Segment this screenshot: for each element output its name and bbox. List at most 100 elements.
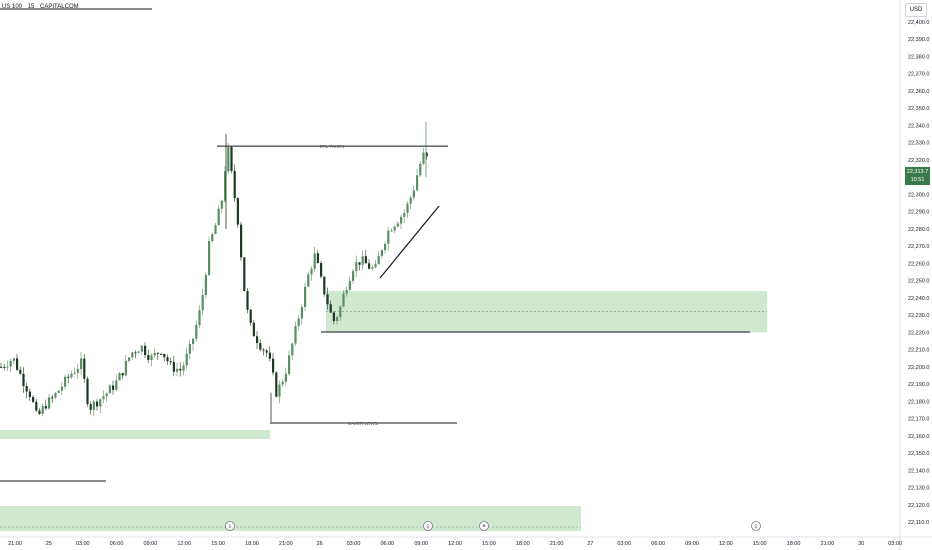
candle-body xyxy=(256,336,259,344)
candle-body xyxy=(179,368,182,371)
candle-body xyxy=(368,263,371,269)
candle-body xyxy=(44,406,47,409)
candle-body xyxy=(83,358,86,379)
candle-body xyxy=(268,352,271,359)
candle-body xyxy=(278,384,281,397)
time-axis: 21:00 25 03:00 06:00 09:00 12:00 15:00 18:00 21:… xyxy=(0,536,932,547)
candle-body xyxy=(348,280,351,290)
dollar-icon[interactable]: $ xyxy=(423,521,433,531)
candle-body xyxy=(288,355,291,374)
candle-body xyxy=(99,399,102,407)
symbol-header: US 100 15 CAPITALCOM xyxy=(2,4,83,10)
candle-body xyxy=(217,208,220,226)
candle-body xyxy=(128,357,131,361)
candle-body xyxy=(419,163,422,176)
candle-body xyxy=(35,401,38,411)
candle-body xyxy=(361,256,364,265)
events-layer: $ $ ⚑ $ xyxy=(225,521,761,531)
time-tick-label: 15:00 xyxy=(753,541,767,547)
candle-body xyxy=(374,264,377,268)
candle-body xyxy=(153,352,156,356)
candle-body xyxy=(262,349,265,351)
candle-body xyxy=(166,357,169,362)
candle-body xyxy=(0,366,3,368)
candle-body xyxy=(403,212,406,217)
currency-badge[interactable]: USD xyxy=(905,3,927,17)
event-icon-circle xyxy=(423,521,433,531)
lower-zone xyxy=(0,430,270,439)
candle-body xyxy=(147,355,150,360)
price-tick-label: 22,390.0 xyxy=(908,37,929,43)
event-icon-circle xyxy=(225,521,235,531)
zones-layer xyxy=(0,290,767,531)
candle-body xyxy=(320,263,323,277)
event-icon-circle xyxy=(479,521,489,531)
price-tick-label: 22,190.0 xyxy=(908,382,929,388)
candle-body xyxy=(342,293,345,307)
candle-body xyxy=(281,381,284,385)
candle-body xyxy=(144,345,147,356)
candle-body xyxy=(304,286,307,307)
event-icon-glyph: $ xyxy=(426,524,429,530)
candle-body xyxy=(243,257,246,291)
candle-body xyxy=(425,152,428,157)
flag-icon[interactable]: ⚑ xyxy=(479,521,489,531)
time-tick-label: 09:00 xyxy=(144,541,158,547)
candle-body xyxy=(121,373,124,376)
candle-body xyxy=(329,304,332,313)
candle-body xyxy=(233,170,236,199)
candle-body xyxy=(38,410,41,414)
candle-body xyxy=(9,360,12,367)
candle-body xyxy=(294,325,297,344)
candle-body xyxy=(89,404,92,410)
candle-body xyxy=(252,322,255,337)
time-tick-label: 12:00 xyxy=(177,541,191,547)
candle-body xyxy=(70,373,73,378)
candle-body xyxy=(176,368,179,372)
candle-body xyxy=(316,253,319,264)
candle-body xyxy=(416,175,419,191)
candle-body xyxy=(364,256,367,264)
time-tick-label: 03:00 xyxy=(76,541,90,547)
symbol-name[interactable]: US 100 xyxy=(2,4,23,10)
candle-body xyxy=(227,147,230,172)
price-tick-label: 22,120.0 xyxy=(908,503,929,509)
dollar-icon[interactable]: $ xyxy=(751,521,761,531)
candle-body xyxy=(25,386,28,392)
candle-body xyxy=(48,397,51,409)
price-tick-label: 22,320.0 xyxy=(908,158,929,164)
candles-layer xyxy=(0,122,428,422)
time-tick-label: 03:00 xyxy=(888,541,902,547)
candle-body xyxy=(390,230,393,232)
candle-body xyxy=(204,274,207,295)
candle-body xyxy=(400,216,403,224)
price-tick-label: 22,300.0 xyxy=(908,192,929,198)
candle-body xyxy=(137,351,140,353)
candle-body xyxy=(185,353,188,366)
candle-body xyxy=(156,352,159,354)
price-tick-label: 22,280.0 xyxy=(908,227,929,233)
candle-body xyxy=(108,385,111,394)
time-tick-label: 26 xyxy=(317,541,323,547)
candle-body xyxy=(384,243,387,251)
candle-body xyxy=(339,306,342,318)
candle-body xyxy=(80,358,83,370)
candle-body xyxy=(92,401,95,410)
candle-body xyxy=(236,198,239,225)
price-tick-label: 22,160.0 xyxy=(908,434,929,440)
event-icon-circle xyxy=(751,521,761,531)
candle-body xyxy=(326,294,329,305)
price-tick-label: 22,220.0 xyxy=(908,330,929,336)
candle-body xyxy=(380,250,383,256)
candle-body xyxy=(28,391,31,398)
erl-taken-label: ERL TAKEN xyxy=(320,144,344,149)
price-tick-label: 22,240.0 xyxy=(908,296,929,302)
dollar-icon[interactable]: $ xyxy=(225,521,235,531)
candle-body xyxy=(182,365,185,371)
timeframe[interactable]: 15 xyxy=(27,4,35,10)
candle-body xyxy=(220,200,223,209)
time-tick-label: 21:00 xyxy=(821,541,835,547)
price-tick-label: 22,250.0 xyxy=(908,279,929,285)
